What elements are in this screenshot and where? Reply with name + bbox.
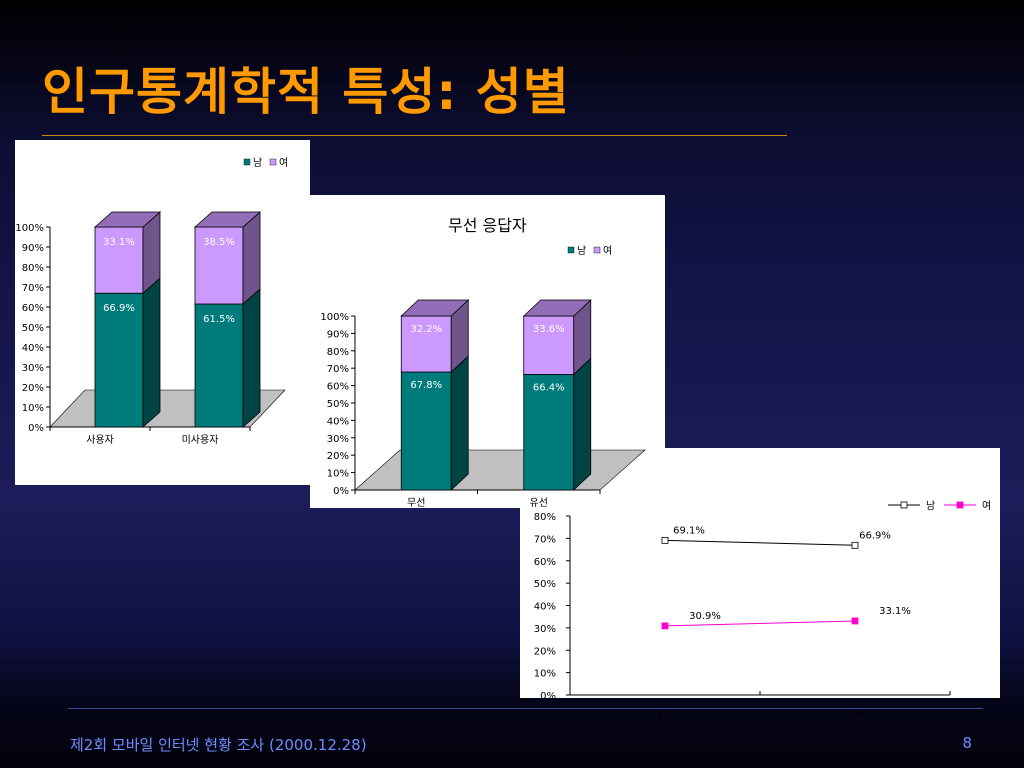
bar-side: [573, 357, 592, 491]
chart1-panel: [15, 140, 310, 485]
bar-female: [400, 315, 452, 373]
data-label: 32.2%: [410, 324, 442, 335]
data-label: 38.5%: [203, 237, 235, 248]
y-tick-label: 20%: [534, 646, 556, 657]
bar-top: [522, 299, 592, 317]
legend-label: 여: [982, 500, 991, 512]
footer-divider: [68, 708, 983, 709]
y-tick-label: 50%: [327, 399, 349, 410]
page-number: 8: [962, 734, 972, 752]
legend-swatch: [243, 158, 251, 166]
y-tick-label: 100%: [320, 312, 349, 323]
y-tick-label: 30%: [534, 624, 556, 635]
x-tick-label: 무선: [407, 497, 425, 509]
y-tick-label: 10%: [327, 469, 349, 480]
x-tick-label: 미사용자: [182, 434, 219, 446]
chart-1st-user-basis: 0% 10% 20% 30% 40% 50% 60% 70% 80% 1차 2차 69.1% 66.9%…: [534, 500, 991, 720]
legend-label: 남: [926, 500, 935, 512]
chart-wireless-respondents: 0% 10% 20% 30% 40% 50% 60% 70% 80% 90% 100% 67.8% 32…: [320, 245, 646, 509]
legend-swatch: [269, 158, 277, 166]
legend-label: 여: [279, 157, 288, 169]
y-tick-label: 90%: [22, 243, 44, 254]
y-tick-label: 30%: [327, 434, 349, 445]
page-title: 인구통계학적 특성: 성별: [42, 63, 570, 121]
chart2-3-panel: [310, 195, 1000, 698]
bar-top: [193, 211, 262, 228]
y-tick-label: 20%: [22, 383, 44, 394]
y-tick-label: 90%: [327, 329, 349, 340]
chart-2nd-survey: 0% 10% 20% 30% 40% 50% 60% 70% 80% 90% 100% 66.9% 33…: [15, 157, 288, 446]
legend-marker: [956, 501, 964, 509]
data-label: 33.1%: [879, 606, 911, 617]
series-line-female: [664, 620, 856, 627]
series-point: [661, 622, 669, 630]
y-tick-label: 0%: [28, 423, 44, 434]
bar-top: [93, 211, 162, 228]
y-tick-label: 70%: [327, 364, 349, 375]
data-label: 66.9%: [103, 303, 135, 314]
footer-text: 제2회 모바일 인터넷 현황 조사 (2000.12.28): [70, 736, 367, 754]
data-label: 30.9%: [689, 611, 721, 622]
y-tick-label: 60%: [327, 382, 349, 393]
bar-female: [523, 315, 575, 375]
y-tick-label: 40%: [534, 602, 556, 613]
legend-marker: [900, 501, 908, 509]
y-tick-label: 50%: [22, 323, 44, 334]
bar-female: [194, 226, 244, 305]
y-tick-label: 30%: [22, 363, 44, 374]
bar-male: [523, 374, 575, 491]
chart3-caption: 1차-사용자 기준: [728, 456, 840, 475]
legend-swatch: [567, 246, 575, 254]
y-tick-label: 10%: [534, 669, 556, 680]
data-label: 66.4%: [533, 382, 565, 393]
title-divider: [42, 135, 787, 136]
series-point: [851, 617, 859, 625]
chart1-caption: 2차: [150, 464, 176, 483]
y-tick-label: 80%: [22, 263, 44, 274]
y-tick-label: 0%: [540, 691, 556, 702]
y-tick-label: 60%: [534, 557, 556, 568]
bar-male: [194, 303, 244, 428]
bar-side: [242, 211, 261, 305]
series-line-male: [664, 539, 856, 546]
legend-label: 남: [577, 245, 586, 257]
y-tick-label: 20%: [327, 451, 349, 462]
chart2-title: 무선 응답자: [448, 216, 527, 235]
x-tick-label: 유선: [530, 497, 548, 509]
legend-swatch: [593, 246, 601, 254]
y-tick-label: 80%: [327, 347, 349, 358]
legend-label: 남: [253, 157, 262, 169]
y-tick-label: 40%: [327, 416, 349, 427]
x-tick-label: 사용자: [86, 434, 114, 446]
x-tick-label: 1차: [657, 708, 673, 720]
series-point: [851, 541, 859, 549]
data-label: 69.1%: [673, 525, 705, 536]
data-label: 61.5%: [203, 314, 235, 325]
data-label: 67.8%: [410, 380, 442, 391]
x-tick-label: 2차: [847, 708, 863, 720]
bar-top: [400, 299, 470, 317]
y-tick-label: 70%: [22, 283, 44, 294]
series-point: [661, 536, 669, 544]
y-tick-label: 80%: [534, 512, 556, 523]
y-tick-label: 10%: [22, 403, 44, 414]
bar-side: [450, 355, 469, 491]
y-tick-label: 50%: [534, 579, 556, 590]
bar-side: [142, 277, 161, 428]
chart-floor: [354, 449, 646, 491]
y-tick-label: 70%: [534, 534, 556, 545]
data-label: 33.1%: [103, 237, 135, 248]
bar-side: [242, 288, 261, 428]
y-tick-label: 40%: [22, 343, 44, 354]
y-tick-label: 0%: [333, 486, 349, 497]
legend-label: 여: [603, 245, 612, 257]
data-label: 66.9%: [859, 530, 891, 541]
y-tick-label: 100%: [15, 223, 44, 234]
data-label: 33.6%: [533, 324, 565, 335]
y-tick-label: 60%: [22, 303, 44, 314]
